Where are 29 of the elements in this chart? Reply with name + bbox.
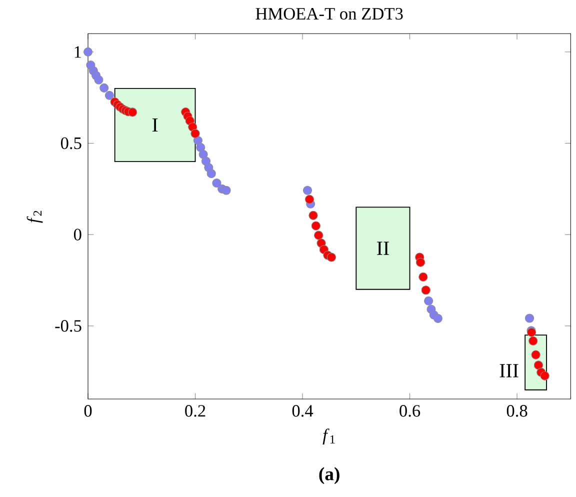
point	[104, 90, 114, 100]
y-tick-label: 1	[74, 46, 81, 58]
point	[94, 75, 104, 84]
y-axis-title: f$_{2}$	[26, 210, 43, 223]
x-axis-title: f$_{1}$	[322, 428, 335, 445]
x-tick-label: 0.2	[185, 405, 206, 417]
chart-title: HMOEA-T on ZDT3	[256, 8, 403, 20]
x-tick-label: 0.6	[400, 405, 420, 417]
point	[433, 314, 442, 323]
text: (a)	[319, 467, 340, 484]
y-tick-label: 0	[74, 228, 82, 240]
point	[304, 194, 314, 204]
point	[524, 314, 534, 323]
point	[302, 186, 312, 195]
y-tick-label: 0.5	[60, 137, 82, 150]
point	[222, 186, 231, 195]
annotation: III	[500, 364, 518, 378]
point	[196, 142, 206, 152]
annotation: I	[152, 118, 158, 132]
point	[100, 83, 109, 92]
point	[83, 47, 93, 56]
point	[424, 296, 434, 306]
point	[212, 178, 222, 188]
x-tick-label: 0.8	[506, 405, 528, 417]
y-tick-label: -0.5	[55, 320, 82, 332]
point	[206, 169, 216, 178]
annotation: II	[377, 242, 389, 255]
x-tick-label: 0.4	[292, 405, 314, 417]
x-tick-label: 0	[84, 405, 92, 417]
